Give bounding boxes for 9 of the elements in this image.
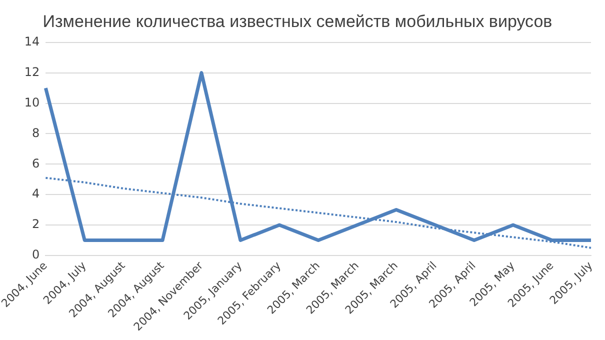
y-tick-label: 8 bbox=[32, 126, 40, 140]
y-tick-label: 12 bbox=[24, 64, 40, 79]
y-tick-label: 14 bbox=[24, 34, 40, 49]
y-tick-label: 0 bbox=[32, 248, 40, 262]
chart-title: Изменение количества известных семейств мобильных вирусов bbox=[42, 12, 552, 31]
y-tick-label: 4 bbox=[32, 186, 40, 201]
y-tick-label: 6 bbox=[32, 156, 40, 170]
y-tick-label: 10 bbox=[24, 95, 40, 110]
y-tick-label: 2 bbox=[32, 217, 40, 232]
